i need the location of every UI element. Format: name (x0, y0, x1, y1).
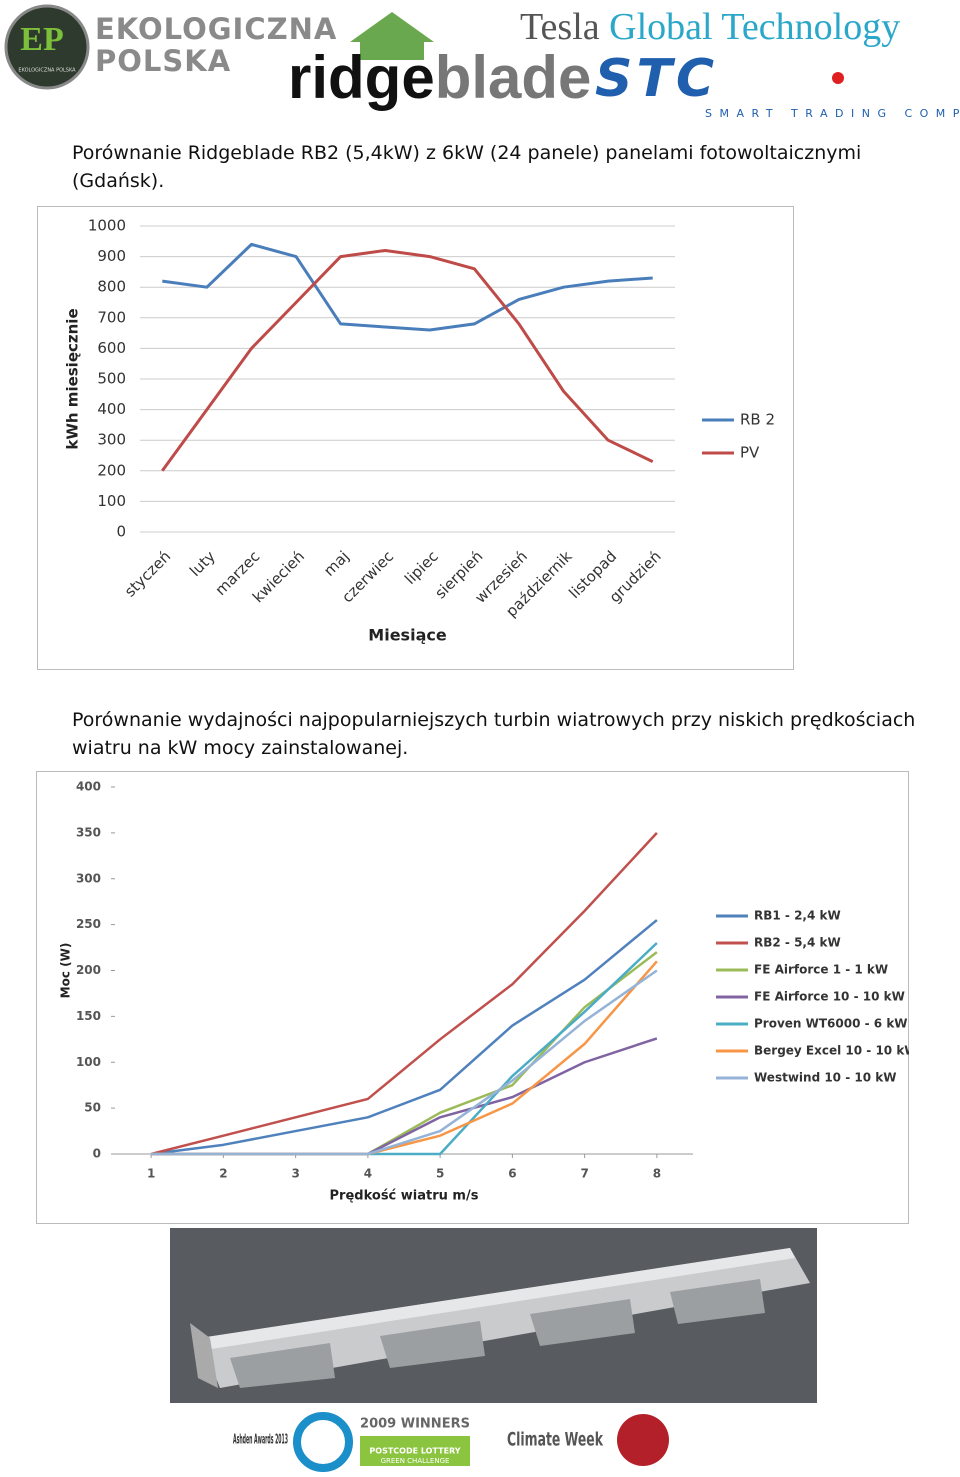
x-tick-label: 3 (291, 1167, 299, 1181)
y-tick-label: 150 (76, 1009, 101, 1023)
series-line (150, 832, 658, 1156)
legend-label: FE Airforce 1 - 1 kW (754, 963, 888, 977)
ep-logo (4, 4, 90, 90)
header: EP EKOLOGICZNA POLSKA EKOLOGICZNA POLSKA… (4, 4, 960, 120)
ridge: ridge (288, 44, 435, 111)
x-tick-label: 4 (364, 1167, 372, 1181)
chart-frame (36, 771, 909, 1224)
stc-dot (832, 72, 844, 84)
green: GREEN CHALLENGE (381, 1457, 450, 1465)
series-line (161, 248, 654, 472)
y-tick-label: 200 (97, 461, 126, 479)
tesla-logo: Tesla Global Technology (520, 6, 900, 48)
climate: Climate Week (507, 1429, 603, 1451)
ep-mark: EP (20, 21, 63, 58)
footer-logos: Ashden Awards 2013 2009 WINNERS POSTCODE… (233, 1412, 669, 1472)
y-tick-label: 800 (97, 278, 126, 296)
y-tick-label: 600 (97, 339, 126, 357)
y-tick-label: 350 (76, 825, 101, 839)
y-tick-label: 400 (97, 400, 126, 418)
ashden: Ashden Awards 2013 (233, 1433, 288, 1448)
x-tick-label: 1 (147, 1167, 155, 1181)
x-tick-label: 5 (436, 1167, 444, 1181)
x-tick-label: 7 (580, 1167, 588, 1181)
x-tick-label: 2 (219, 1167, 227, 1181)
y-tick-label: 300 (97, 431, 126, 449)
ashden-mark (293, 1412, 353, 1472)
y-tick-label: 100 (76, 1055, 101, 1069)
lottery-badge (360, 1436, 470, 1466)
tesla: Tesla (520, 6, 600, 48)
y-tick-label: 250 (76, 917, 101, 931)
legend-label: Westwind 10 - 10 kW (754, 1071, 896, 1085)
house-icon (350, 12, 434, 60)
park-logo (617, 1414, 669, 1466)
y-tick-label: 700 (97, 308, 126, 326)
global: Global Technology (609, 6, 900, 48)
series-line (150, 919, 658, 1156)
y-tick-label: 500 (97, 370, 126, 388)
x-axis-label: Prędkość wiatru m/s (330, 1189, 479, 1204)
caption: Porównanie wydajności najpopularniejszyc… (72, 709, 916, 759)
legend-label: RB1 - 2,4 kW (754, 909, 841, 923)
y-tick-label: 900 (97, 247, 126, 265)
y-axis-label: kWh miesięcznie (64, 308, 82, 449)
postcode: POSTCODE LOTTERY (369, 1447, 460, 1456)
series-line (162, 242, 653, 332)
product-image (170, 1228, 817, 1403)
brand-line: POLSKA (95, 44, 231, 78)
x-tick-label: 8 (653, 1167, 661, 1181)
brand-line: EKOLOGICZNA (95, 12, 337, 46)
legend-label: Proven WT6000 - 6 kW (754, 1017, 908, 1031)
legend-label: Bergey Excel 10 - 10 kW (754, 1044, 909, 1058)
legend-label: PV (740, 444, 760, 462)
stc-logo: STC (595, 49, 718, 109)
caption: Porównanie Ridgeblade RB2 (5,4kW) z 6kW … (72, 142, 862, 192)
series-line (151, 969, 658, 1156)
x-tick-label: 6 (508, 1167, 516, 1181)
stc-tagline: SMART TRADING COMPANY (705, 107, 960, 120)
ridgeblade-logo: ridgeblade (288, 44, 591, 111)
y-tick-label: 400 (76, 780, 101, 794)
x-axis-label: Miesiące (368, 626, 447, 645)
y-axis-label: Moc (W) (59, 943, 73, 999)
legend-label: RB2 - 5,4 kW (754, 936, 841, 950)
y-tick-label: 0 (116, 523, 126, 541)
ep-small: EKOLOGICZNA POLSKA (18, 68, 76, 74)
y-tick-label: 50 (84, 1101, 101, 1115)
legend-label: FE Airforce 10 - 10 kW (754, 990, 905, 1004)
y-tick-label: 0 (93, 1147, 101, 1161)
y-tick-label: 100 (97, 492, 126, 510)
y-tick-label: 200 (76, 963, 101, 977)
y-tick-label: 300 (76, 871, 101, 885)
winners: 2009 WINNERS (360, 1417, 470, 1432)
chart: 1 2 3 4 5 6 7 8 0 50 100 150 200 250 300 350 400 Moc (W) P… (36, 771, 909, 1224)
y-tick-label: 1000 (88, 217, 126, 235)
blade: blade (435, 44, 592, 111)
legend-label: RB 2 (740, 411, 775, 429)
chart-frame (37, 206, 794, 670)
